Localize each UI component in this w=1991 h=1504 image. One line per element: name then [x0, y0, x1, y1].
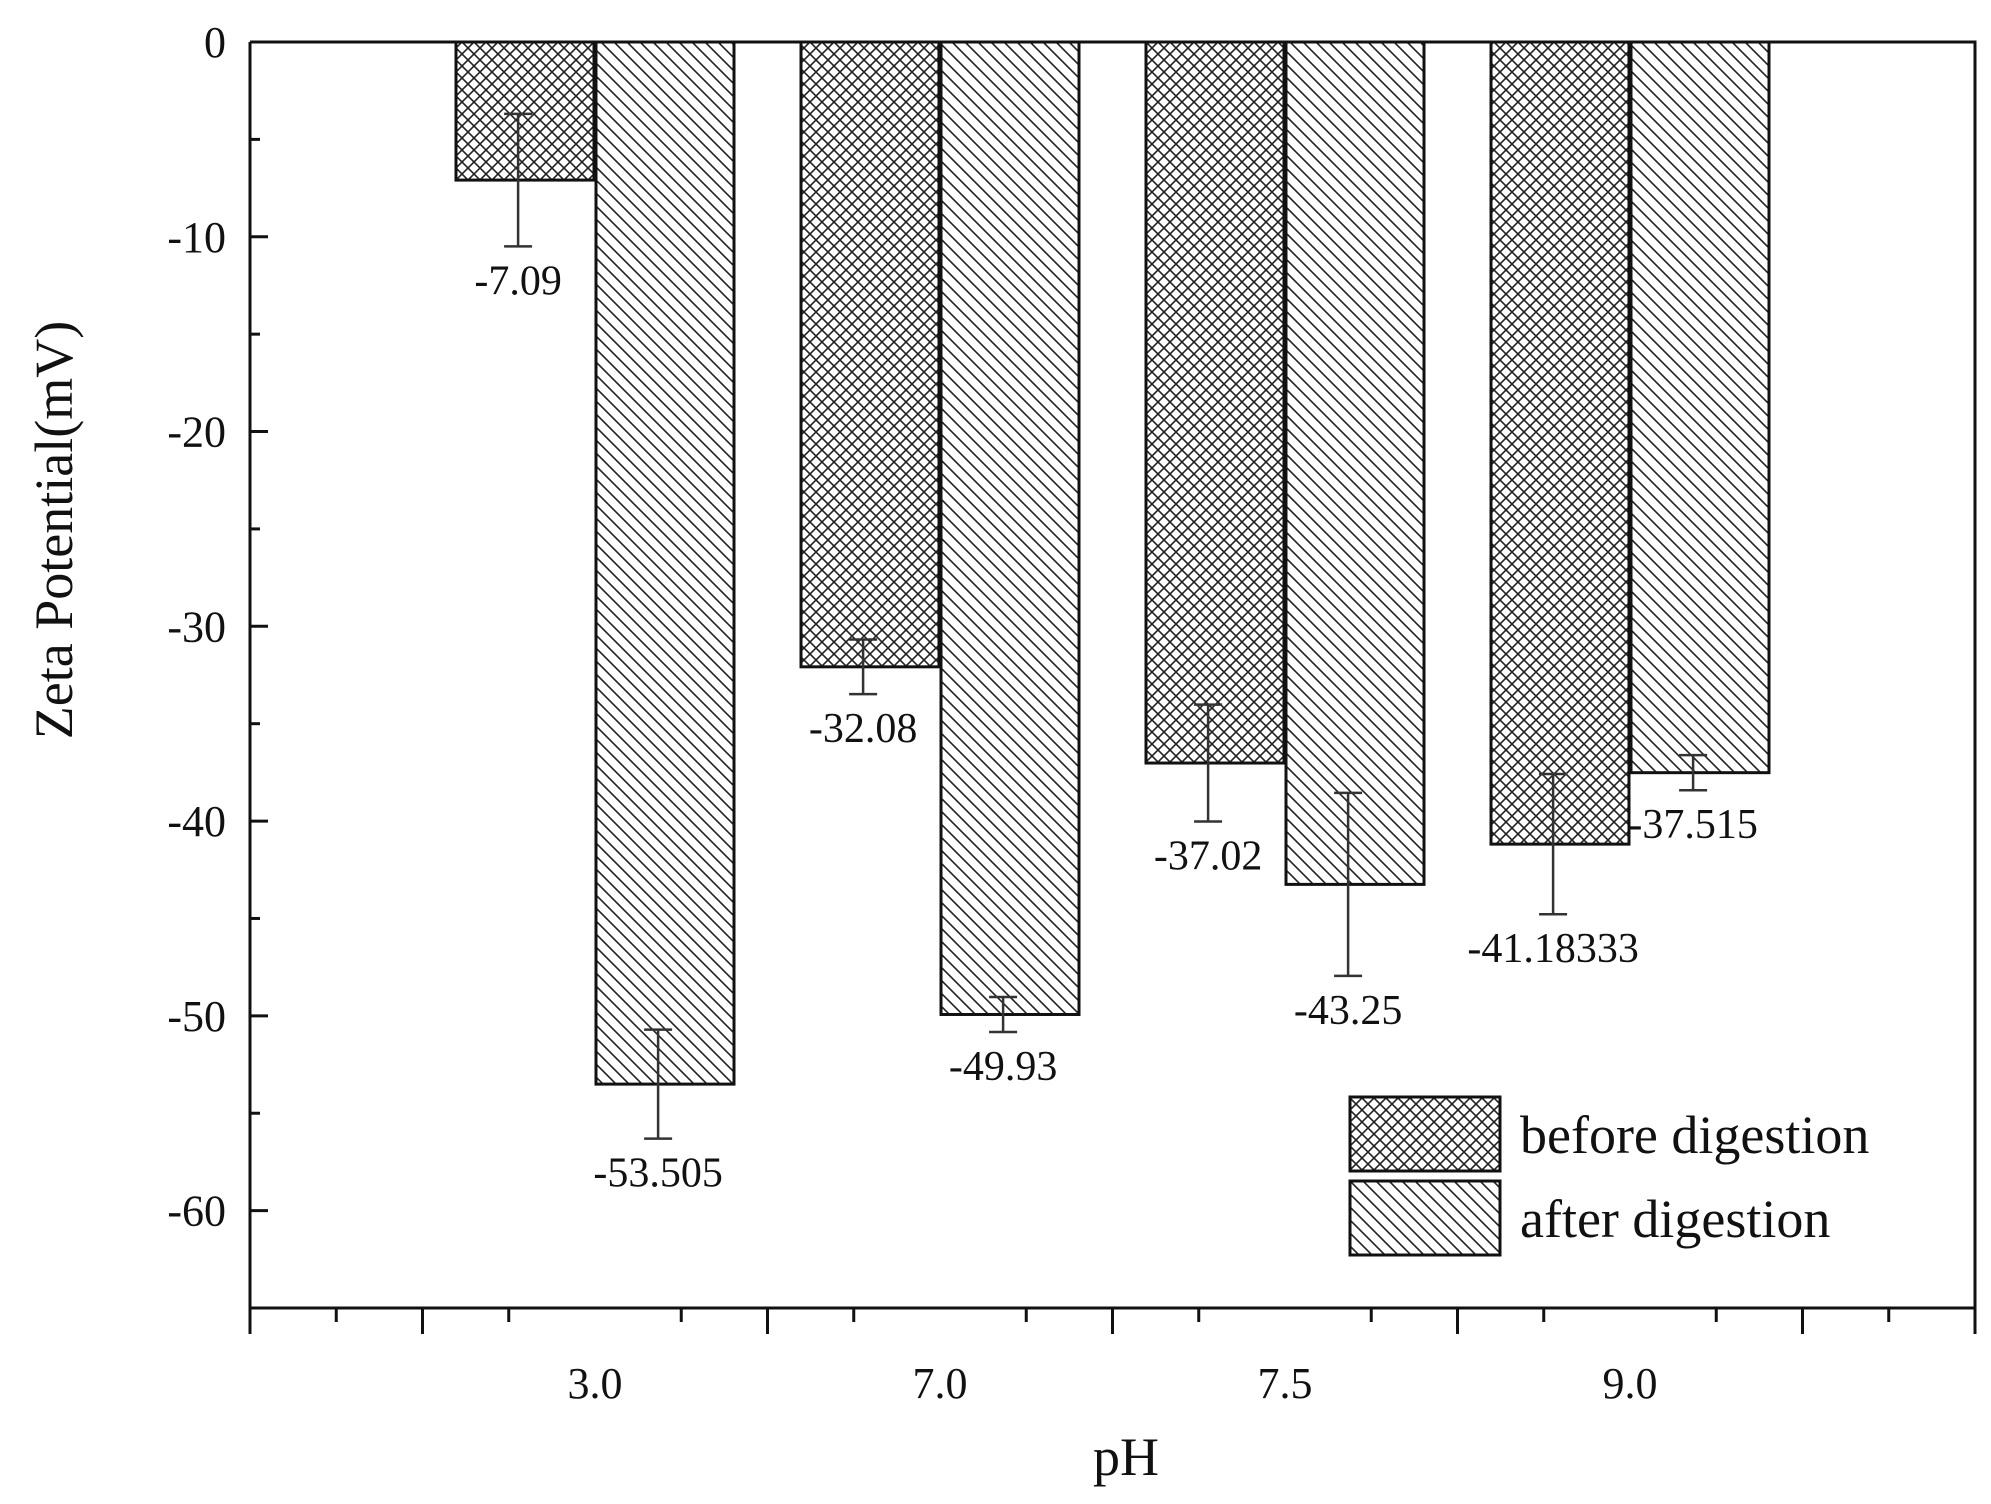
y-axis-title: Zeta Potential(mV) [24, 321, 84, 739]
bar-before-digestion-9.0 [1489, 40, 1631, 846]
error-bar-before-digestion-7.0 [849, 638, 878, 696]
x-axis-title: pH [1093, 1427, 1159, 1487]
error-bar-before-digestion-9.0 [1539, 772, 1568, 916]
bar-before-digestion-3.0 [454, 40, 596, 182]
bar-before-digestion-7.0 [799, 40, 941, 669]
bar-before-digestion-7.5 [1144, 40, 1286, 765]
legend-swatch-before-digestion [1348, 1095, 1502, 1173]
error-bar-after-digestion-3.0 [644, 1028, 673, 1140]
error-bar-after-digestion-7.0 [989, 995, 1018, 1034]
y-tick-label: -40 [167, 797, 226, 846]
y-tick-label: -60 [167, 1187, 226, 1236]
data-label-before-digestion-9.0: -41.18333 [1467, 926, 1639, 972]
legend-label-after-digestion: after digestion [1520, 1189, 1830, 1249]
y-tick-label: -20 [167, 408, 226, 457]
data-label-before-digestion-7.5: -37.02 [1154, 833, 1263, 879]
legend: before digestion after digestion [1348, 1095, 1869, 1257]
x-tick-label: 9.0 [1603, 1359, 1658, 1408]
axes: 0 -10 -20 -30 -40 -50 -60 3.0 7.0 7.5 9.0 [167, 18, 1977, 1408]
x-tick-label: 7.0 [913, 1359, 968, 1408]
y-tick-label: 0 [204, 18, 226, 67]
bar-after-digestion-7.5 [1284, 40, 1426, 886]
data-label-after-digestion-7.0: -49.93 [949, 1044, 1058, 1090]
legend-label-before-digestion: before digestion [1520, 1105, 1869, 1165]
bar-after-digestion-7.0 [939, 40, 1081, 1016]
data-label-after-digestion-7.5: -43.25 [1294, 988, 1403, 1034]
data-labels: -7.09 -32.08 -37.02 -41.18333 -53.505 -49.93 -… [474, 258, 1758, 1196]
error-bar-before-digestion-3.0 [504, 112, 533, 248]
data-label-after-digestion-3.0: -53.505 [593, 1151, 723, 1197]
error-bar-after-digestion-9.0 [1679, 753, 1708, 792]
x-tick-label: 7.5 [1258, 1359, 1313, 1408]
bar-after-digestion-9.0 [1629, 40, 1771, 775]
bar-after-digestion-3.0 [594, 40, 736, 1086]
data-label-before-digestion-7.0: -32.08 [809, 706, 918, 752]
y-tick-label: -50 [167, 992, 226, 1041]
x-tick-label: 3.0 [568, 1359, 623, 1408]
data-label-before-digestion-3.0: -7.09 [474, 258, 562, 304]
error-bar-before-digestion-7.5 [1194, 703, 1223, 823]
y-tick-label: -30 [167, 602, 226, 651]
bars [454, 40, 1771, 1086]
legend-swatch-after-digestion [1348, 1179, 1502, 1257]
error-bar-after-digestion-7.5 [1334, 791, 1363, 978]
data-label-after-digestion-9.0: -37.515 [1628, 802, 1758, 848]
error-bars [504, 112, 1708, 1140]
y-tick-label: -10 [167, 213, 226, 262]
